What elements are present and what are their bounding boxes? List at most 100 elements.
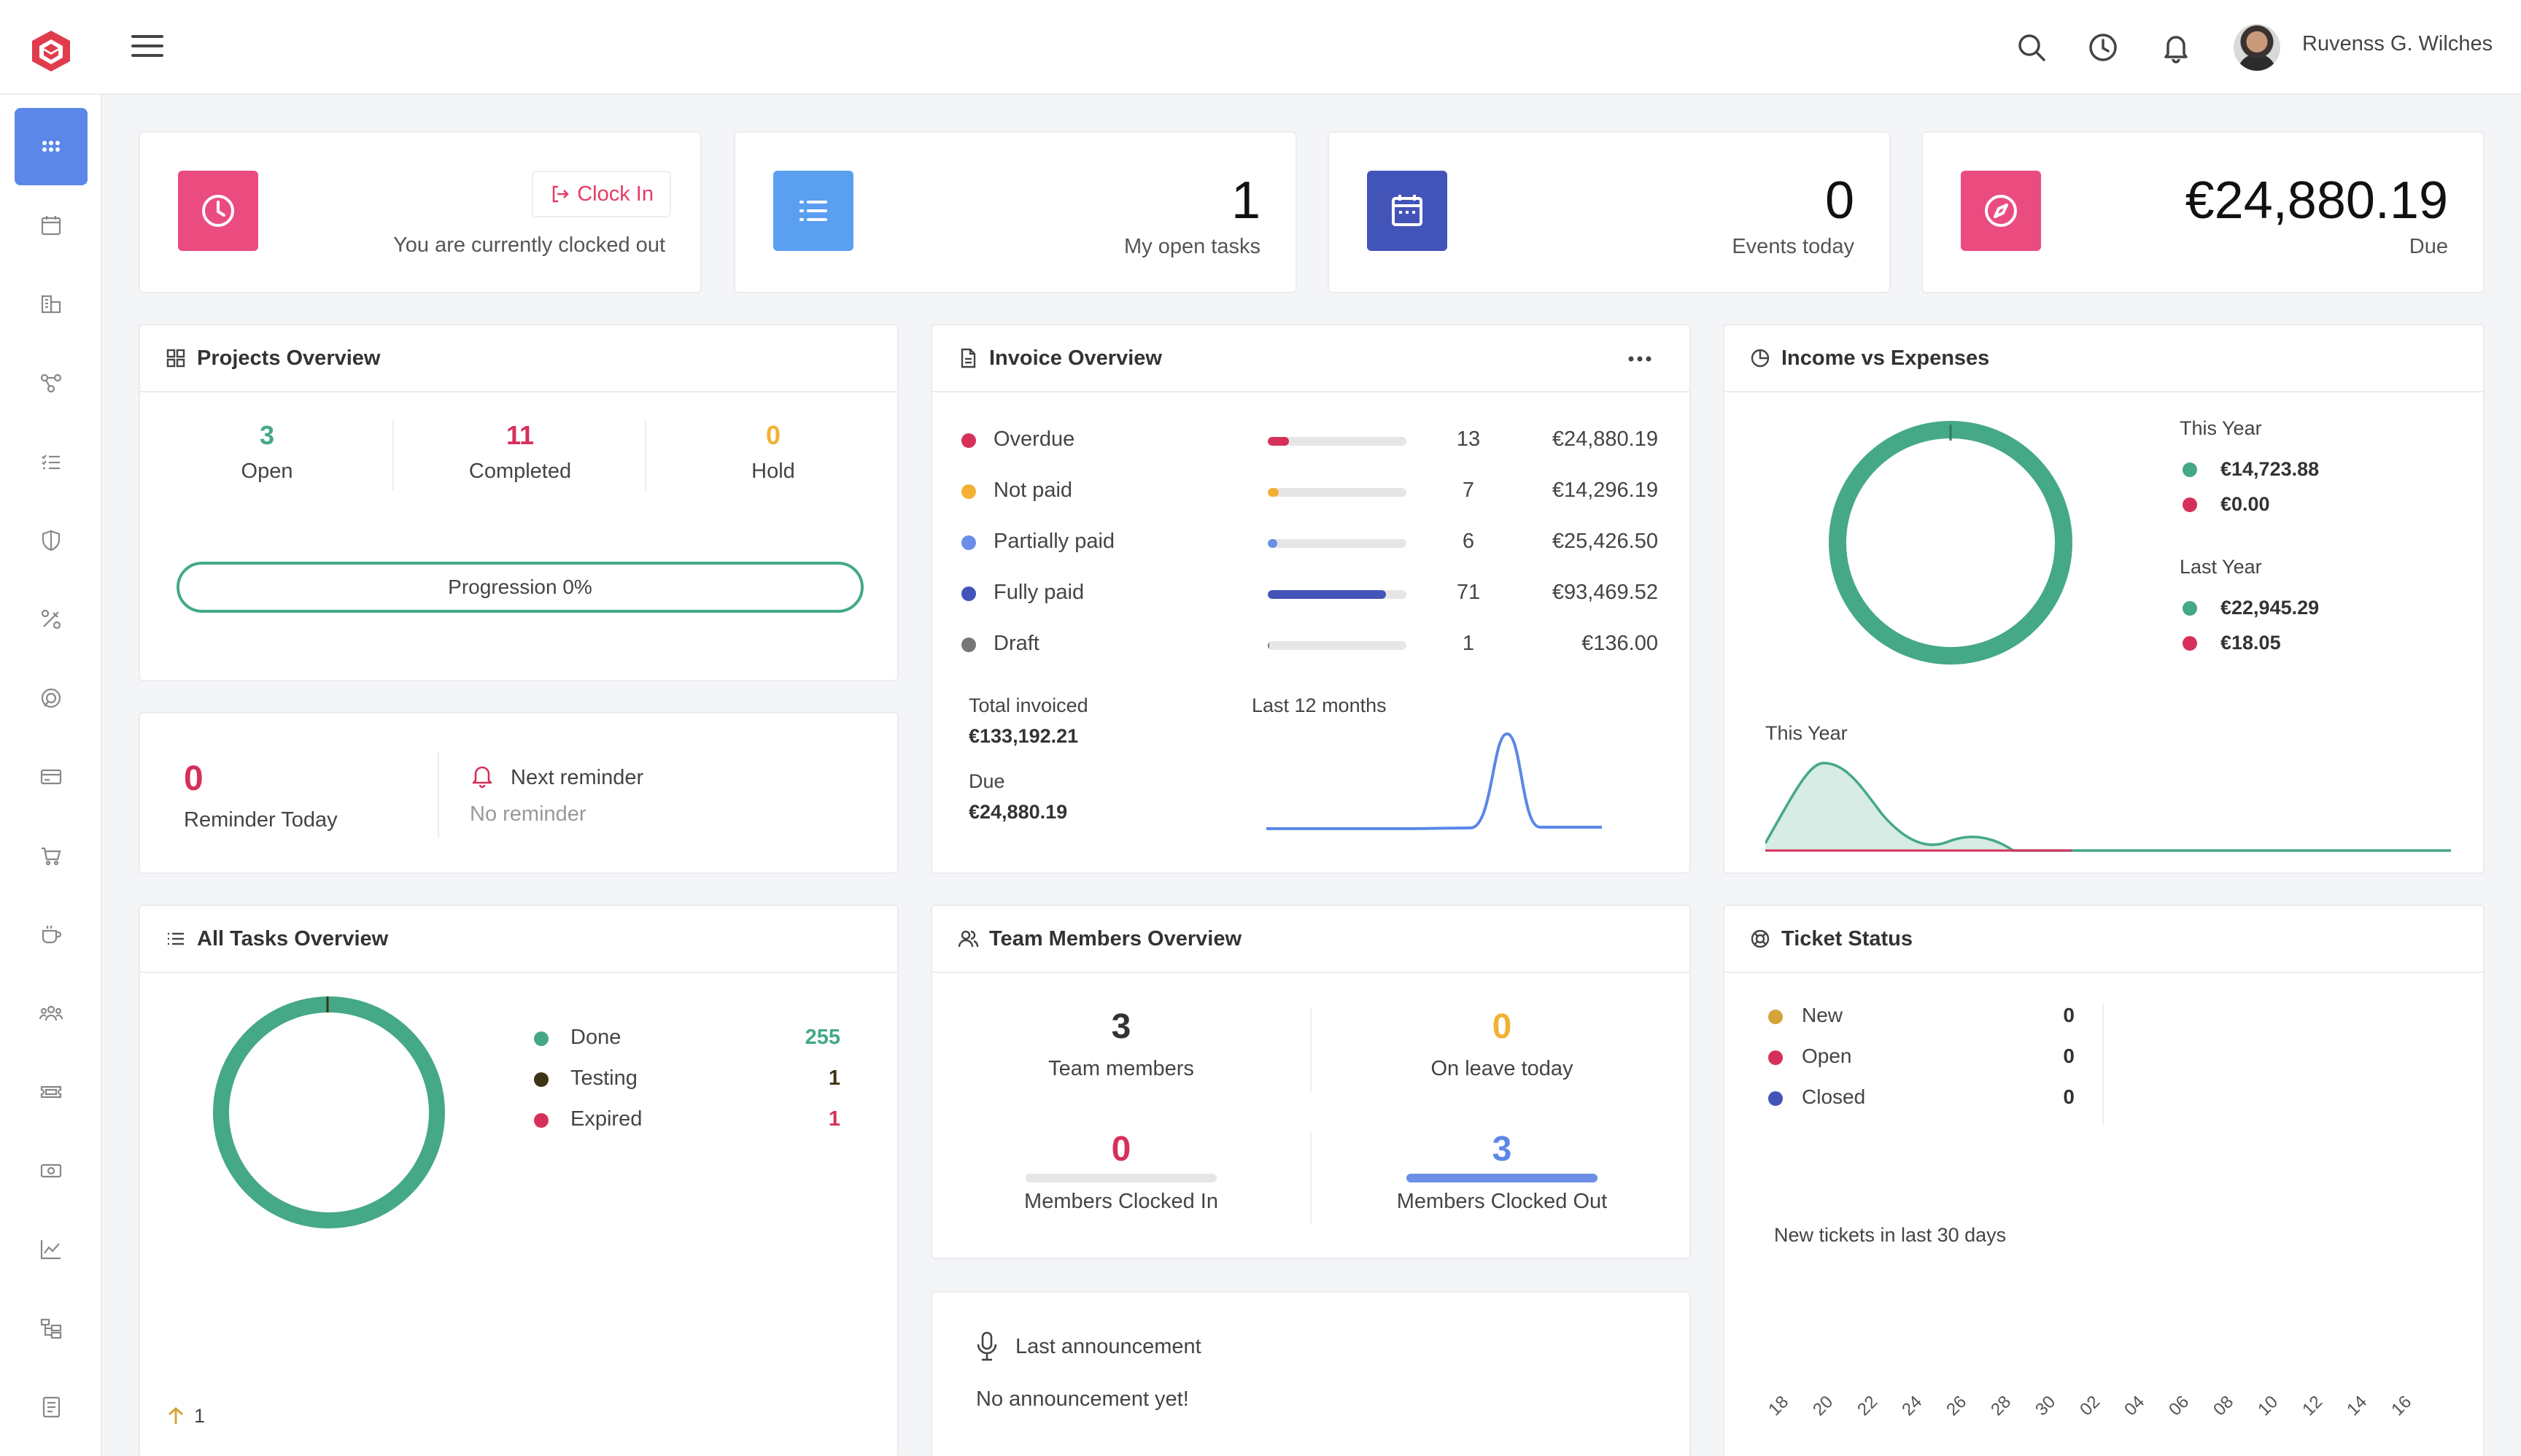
projects-hold[interactable]: 0 Hold bbox=[646, 420, 900, 484]
invoice-status-bar bbox=[1268, 437, 1406, 446]
clocked-out-stat[interactable]: 3 Members Clocked Out bbox=[1312, 1129, 1692, 1214]
open-tasks-card[interactable]: 1 My open tasks bbox=[734, 131, 1297, 293]
sidebar-item-reports[interactable] bbox=[15, 1211, 88, 1288]
bell-icon bbox=[472, 766, 492, 789]
invoice-status-row[interactable]: Overdue 13 €24,880.19 bbox=[961, 426, 1658, 455]
sidebar-item-tickets[interactable] bbox=[15, 1053, 88, 1131]
legend-dot bbox=[1768, 1050, 1783, 1065]
clock-icon[interactable] bbox=[2085, 29, 2121, 66]
task-legend-item[interactable]: Expired 1 bbox=[534, 1106, 840, 1135]
status-dot bbox=[961, 586, 976, 601]
sidebar-item-projects[interactable] bbox=[15, 344, 88, 422]
x-axis-tick-label: 16 bbox=[2388, 1392, 2415, 1420]
invoice-chart-label: Last 12 months bbox=[1252, 694, 1387, 716]
invoice-status-bar bbox=[1268, 641, 1406, 650]
events-card[interactable]: 0 Events today bbox=[1328, 131, 1891, 293]
user-name[interactable]: Ruvenss G. Wilches bbox=[2302, 32, 2493, 55]
invoice-overview-header: Invoice Overview bbox=[932, 325, 1689, 392]
invoice-status-row[interactable]: Draft 1 €136.00 bbox=[961, 630, 1658, 659]
announcement-text: No announcement yet! bbox=[976, 1387, 1189, 1411]
user-avatar[interactable] bbox=[2234, 24, 2280, 71]
on-leave-count: 0 bbox=[1492, 1007, 1512, 1046]
notes-icon bbox=[42, 1396, 61, 1418]
search-icon[interactable] bbox=[2013, 29, 2050, 66]
task-legend-value: 1 bbox=[828, 1066, 840, 1090]
invoice-status-amount: €14,296.19 bbox=[1552, 479, 1658, 502]
task-legend-item[interactable]: Testing 1 bbox=[534, 1065, 840, 1094]
income-expenses-header: Income vs Expenses bbox=[1724, 325, 2483, 392]
more-options-icon[interactable] bbox=[1627, 352, 1653, 366]
projects-hold-count: 0 bbox=[765, 420, 781, 450]
invoice-status-name: Fully paid bbox=[994, 581, 1085, 604]
team-members-stat[interactable]: 3 Team members bbox=[932, 1007, 1310, 1081]
divider bbox=[1310, 1008, 1312, 1093]
invoice-status-row[interactable]: Partially paid 6 €25,426.50 bbox=[961, 528, 1658, 557]
sidebar-item-structure[interactable] bbox=[15, 1290, 88, 1367]
clocked-in-stat[interactable]: 0 Members Clocked In bbox=[932, 1129, 1310, 1214]
task-legend-name: Expired bbox=[570, 1107, 643, 1131]
sidebar-item-calendar[interactable] bbox=[15, 187, 88, 264]
invoice-status-row[interactable]: Not paid 7 €14,296.19 bbox=[961, 477, 1658, 506]
ticket-legend-item[interactable]: New 0 bbox=[1768, 1002, 2075, 1031]
projects-open[interactable]: 3 Open bbox=[140, 420, 394, 484]
due-card[interactable]: €24,880.19 Due bbox=[1921, 131, 2485, 293]
sidebar-item-support[interactable] bbox=[15, 659, 88, 737]
sidebar-item-team[interactable] bbox=[15, 975, 88, 1052]
sidebar-item-notes[interactable] bbox=[15, 1368, 88, 1446]
team-members-title: Team Members Overview bbox=[989, 926, 1242, 950]
document-icon bbox=[961, 348, 976, 368]
ticket-status-header: Ticket Status bbox=[1724, 906, 2483, 973]
ticket-legend-item[interactable]: Closed 0 bbox=[1768, 1084, 2075, 1113]
invoice-status-row[interactable]: Fully paid 71 €93,469.52 bbox=[961, 579, 1658, 608]
sign-in-icon bbox=[552, 185, 570, 203]
on-leave-stat[interactable]: 0 On leave today bbox=[1312, 1007, 1692, 1081]
team-members-header: Team Members Overview bbox=[932, 906, 1689, 973]
status-dot bbox=[961, 433, 976, 448]
all-tasks-card: All Tasks Overview Done 255 Testing 1 Expire… bbox=[139, 905, 899, 1456]
sidebar-item-leads[interactable] bbox=[15, 502, 88, 579]
sidebar-item-coffee[interactable] bbox=[15, 896, 88, 973]
tasks-donut-chart bbox=[213, 996, 445, 1228]
projects-hold-label: Hold bbox=[751, 460, 795, 483]
projects-completed[interactable]: 11 Completed bbox=[394, 420, 646, 484]
clock-card: Clock In You are currently clocked out bbox=[139, 131, 702, 293]
legend-dot bbox=[1768, 1091, 1783, 1106]
ticket-status-title: Ticket Status bbox=[1781, 926, 1913, 950]
legend-dot bbox=[534, 1072, 549, 1087]
clock-in-button[interactable]: Clock In bbox=[532, 171, 671, 217]
reports-icon bbox=[40, 1240, 61, 1260]
invoice-status-bar-fill bbox=[1268, 539, 1278, 548]
tickets-chart-x-axis: 18 20 22 24 26 28 30 02 04 06 08 10 12 14 16 bbox=[1765, 1392, 2415, 1420]
sidebar-item-expenses[interactable] bbox=[15, 1132, 88, 1209]
grid-icon bbox=[166, 349, 185, 368]
x-axis-tick-label: 28 bbox=[1987, 1392, 2015, 1420]
ticket-legend-item[interactable]: Open 0 bbox=[1768, 1043, 2075, 1072]
legend-dot bbox=[1768, 1010, 1783, 1024]
money-icon bbox=[40, 1163, 62, 1178]
projects-icon bbox=[40, 373, 62, 393]
x-axis-tick-label: 22 bbox=[1854, 1392, 1881, 1420]
sidebar-item-tasks[interactable] bbox=[15, 423, 88, 500]
invoice-status-amount: €136.00 bbox=[1581, 632, 1658, 655]
sidebar-item-store[interactable] bbox=[15, 817, 88, 894]
sidebar-item-invoices[interactable] bbox=[15, 738, 88, 816]
invoice-status-bar bbox=[1268, 590, 1406, 599]
ticket-legend-name: New bbox=[1802, 1004, 1843, 1026]
invoice-sparkline bbox=[1266, 732, 1602, 830]
status-dot bbox=[961, 484, 976, 499]
lifebuoy-icon bbox=[1751, 929, 1770, 948]
menu-toggle-icon[interactable] bbox=[131, 35, 163, 61]
app-logo-icon[interactable] bbox=[29, 29, 73, 73]
x-axis-tick-label: 06 bbox=[2165, 1392, 2193, 1420]
sidebar-item-tools[interactable] bbox=[15, 581, 88, 658]
task-legend-item[interactable]: Done 255 bbox=[534, 1024, 840, 1053]
bell-icon[interactable] bbox=[2158, 29, 2194, 66]
legend-dot bbox=[534, 1031, 549, 1046]
clocked-in-count: 0 bbox=[1111, 1130, 1131, 1169]
invoice-status-amount: €25,426.50 bbox=[1552, 530, 1658, 553]
income-chart-label: This Year bbox=[1765, 722, 1848, 744]
invoice-status-count: 71 bbox=[1456, 581, 1481, 604]
sidebar-item-dashboard[interactable] bbox=[15, 108, 88, 185]
sidebar-item-clients[interactable] bbox=[15, 266, 88, 343]
invoice-status-bar bbox=[1268, 539, 1406, 548]
